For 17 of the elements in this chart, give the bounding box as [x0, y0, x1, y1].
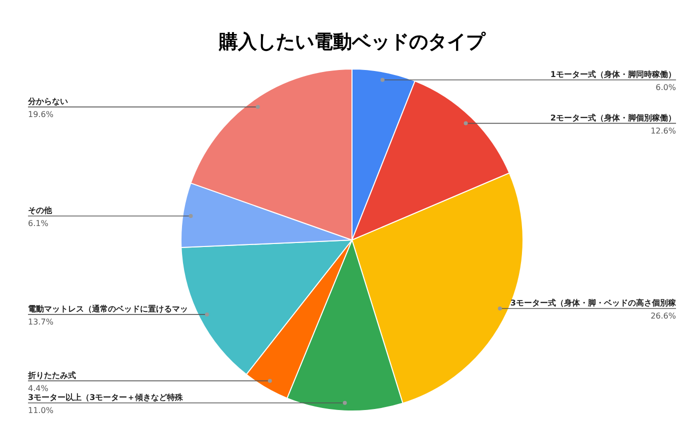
data-label: 13.7% [28, 317, 54, 326]
slice-label: 折りたたみ式 [27, 370, 76, 380]
slice-label: 電動マットレス（通常のベッドに置けるマッ [28, 304, 188, 314]
slice-label: 3モーター式（身体・脚・ベッドの高さ個別稼 [510, 297, 677, 308]
data-label: 19.6% [28, 110, 54, 119]
data-label: 12.6% [650, 126, 676, 136]
slice-label: 2モーター式（身体・脚個別稼働） [550, 113, 676, 122]
slice-label: 3モーター以上（3モーター＋傾きなど特殊 [28, 392, 184, 402]
slice-label: その他 [28, 206, 53, 216]
data-label: 6.1% [28, 219, 49, 228]
slice-label: 1モーター式（身体・脚同時稼働） [550, 70, 676, 79]
data-label: 11.0% [28, 406, 54, 415]
data-label: 26.6% [650, 311, 676, 320]
slice-label: 分からない [27, 96, 68, 106]
data-label: 4.4% [28, 384, 49, 393]
data-label: 6.0% [656, 82, 676, 92]
chart-title: 購入したい電動ベッドのタイプ [218, 31, 486, 53]
